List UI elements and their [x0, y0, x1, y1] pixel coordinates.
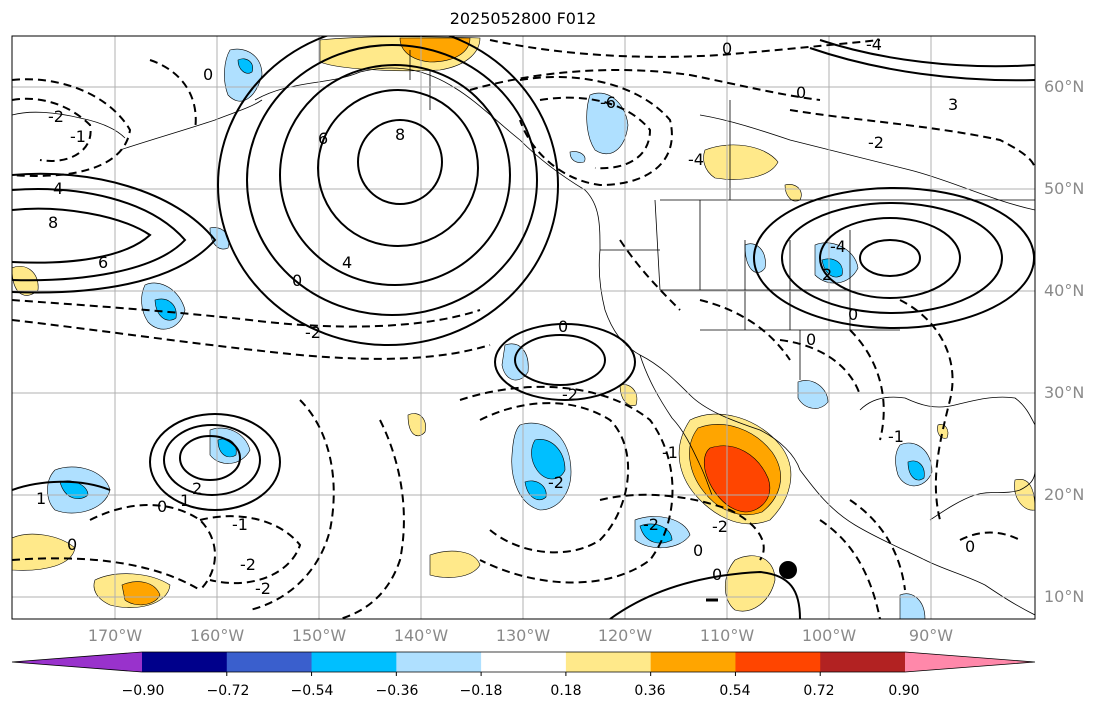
contour-label: -1 [888, 427, 904, 446]
latitude-label: 10°N [1044, 587, 1085, 606]
contour-label: 0 [292, 271, 302, 290]
contour-label: 4 [53, 179, 63, 198]
longitude-label: 140°W [393, 626, 449, 645]
contour-label: 0 [806, 330, 816, 349]
negative-contours [12, 39, 1035, 619]
contour-label: 6 [98, 253, 108, 272]
latitude-label: 60°N [1044, 77, 1085, 96]
contour-label: -4 [688, 150, 704, 169]
contour-label: -4 [866, 35, 882, 54]
contour-label: 2 [192, 479, 202, 498]
longitude-label: 110°W [699, 626, 755, 645]
contour-label: 1 [180, 491, 190, 510]
positive-contours [12, 36, 1035, 619]
colorbar-tick-label: −0.18 [459, 683, 503, 699]
longitude-label: 160°W [189, 626, 245, 645]
longitude-label: 120°W [597, 626, 653, 645]
colorbar-tick-label: 0.90 [888, 683, 920, 699]
contour-label: 0 [722, 39, 732, 58]
contour-label: -2 [562, 385, 578, 404]
colorbar-tick-label: 0.36 [634, 683, 666, 699]
colorbar-tick-label: 0.54 [719, 683, 751, 699]
map-frame [11, 35, 1036, 620]
contour-label: 0 [848, 305, 858, 324]
longitude-label: 170°W [87, 626, 143, 645]
contour-label: 0 [712, 565, 722, 584]
latitude-label: 30°N [1044, 383, 1085, 402]
map-title: 2025052800 F012 [449, 9, 597, 28]
contour-label: -2 [548, 473, 564, 492]
colorbar-tick-label: −0.54 [290, 683, 334, 699]
latitude-label: 20°N [1044, 485, 1085, 504]
contour-label: -2 [255, 579, 271, 598]
contour-labels: 8 6 4 8 6 4 0 -2 -2 -1 0 -4 2 0 0 -2 0 3… [36, 35, 975, 598]
longitude-label: 90°W [908, 626, 954, 645]
colorbar-tick-label: −0.36 [375, 683, 419, 699]
storm-marker [779, 561, 797, 579]
contour-label: -2 [305, 323, 321, 342]
contour-label: 0 [693, 541, 703, 560]
map-grid [12, 36, 1035, 619]
colorbar-tick-label: 0.18 [550, 683, 582, 699]
contour-label: 6 [318, 129, 328, 148]
contour-label: 0 [203, 65, 213, 84]
colorbar-tick-label: 0.72 [803, 683, 835, 699]
contour-label: -2 [712, 517, 728, 536]
colorbar-tick-label: −0.72 [206, 683, 250, 699]
contour-label: -2 [868, 133, 884, 152]
contour-label: 8 [395, 125, 405, 144]
contour-label: -4 [830, 237, 846, 256]
longitude-label: 100°W [801, 626, 857, 645]
latitude-label: 50°N [1044, 179, 1085, 198]
contour-label: 1 [36, 489, 46, 508]
contour-label: -2 [48, 107, 64, 126]
contour-label: 0 [558, 317, 568, 336]
contour-label: -2 [240, 555, 256, 574]
contour-label: 3 [948, 95, 958, 114]
contour-label: -2 [643, 515, 659, 534]
contour-label: 8 [48, 213, 58, 232]
contour-label: -6 [600, 93, 616, 112]
longitude-label: 150°W [291, 626, 347, 645]
longitude-label: 130°W [495, 626, 551, 645]
contour-label: 4 [342, 253, 352, 272]
contour-label: 2 [822, 265, 832, 284]
contour-label: 0 [67, 535, 77, 554]
contour-label: 0 [965, 537, 975, 556]
contour-label: 0 [157, 497, 167, 516]
contour-label: -1 [232, 515, 248, 534]
contour-label: -1 [70, 127, 86, 146]
contour-label: -1 [662, 443, 678, 462]
latitude-label: 40°N [1044, 281, 1085, 300]
contour-label: 0 [796, 83, 806, 102]
colorbar-tick-label: −0.90 [121, 683, 165, 699]
